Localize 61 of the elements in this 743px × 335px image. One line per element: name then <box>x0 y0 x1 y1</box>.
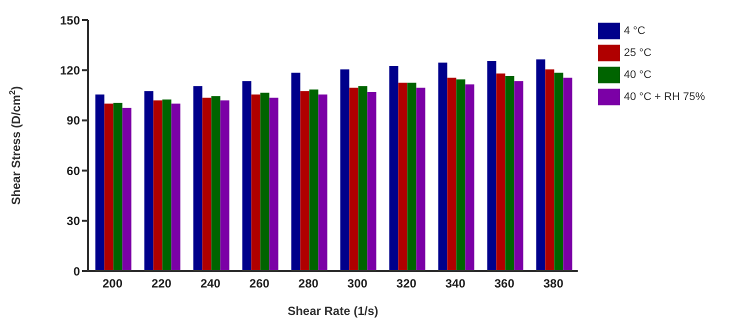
legend-label: 40 °C + RH 75% <box>624 91 705 104</box>
bar <box>269 98 278 271</box>
bar <box>104 104 114 271</box>
y-tick-label: 0 <box>73 264 80 278</box>
x-tick-label: 200 <box>102 276 123 291</box>
bar <box>358 86 368 271</box>
bar <box>144 91 154 271</box>
x-tick-label: 220 <box>151 276 172 291</box>
bar <box>122 108 132 271</box>
x-axis-title: Shear Rate (1/s) <box>288 304 378 318</box>
x-tick-label: 240 <box>200 276 221 291</box>
bar <box>242 81 252 271</box>
y-tick-label: 60 <box>66 164 80 178</box>
bar <box>300 91 310 271</box>
x-tick-label: 360 <box>494 276 515 291</box>
x-tick-label: 300 <box>347 276 368 291</box>
bar <box>487 60 496 271</box>
bar <box>260 92 270 271</box>
y-tick-label: 90 <box>66 114 80 128</box>
bar <box>389 66 398 271</box>
bar <box>554 72 564 271</box>
legend-label: 40 °C <box>624 69 652 82</box>
bar <box>309 89 318 271</box>
bar <box>291 72 300 271</box>
bar <box>162 99 172 271</box>
x-tick-label: 340 <box>445 276 466 291</box>
bar <box>220 100 230 271</box>
y-tick-label: 150 <box>60 13 80 28</box>
bar <box>496 74 506 271</box>
bar <box>438 62 448 271</box>
bar <box>416 88 426 271</box>
bar <box>95 94 104 271</box>
bar <box>398 82 408 271</box>
bar <box>563 78 572 271</box>
x-tick-label: 260 <box>249 276 270 291</box>
bar <box>465 84 474 271</box>
bar <box>407 82 416 271</box>
bar <box>456 79 466 271</box>
y-tick-label: 120 <box>60 63 80 78</box>
bar <box>536 59 546 271</box>
bar <box>202 98 212 271</box>
bar <box>153 100 162 271</box>
x-tick-label: 320 <box>396 276 417 291</box>
bar <box>193 86 202 271</box>
x-tick-label: 280 <box>298 276 319 291</box>
legend-label: 25 °C <box>624 47 652 60</box>
bar <box>514 81 524 271</box>
bar <box>367 92 376 271</box>
bar <box>340 69 350 271</box>
bar <box>447 78 456 271</box>
bar <box>211 96 220 271</box>
bar <box>171 104 180 271</box>
x-tick-label: 380 <box>543 276 564 291</box>
y-tick-label: 30 <box>66 214 80 228</box>
bar <box>113 102 122 271</box>
bar <box>318 94 328 271</box>
bar <box>545 69 554 271</box>
bar <box>349 88 358 271</box>
bar <box>251 94 260 271</box>
legend-label: 4 °C <box>624 25 646 37</box>
bar <box>505 76 514 271</box>
